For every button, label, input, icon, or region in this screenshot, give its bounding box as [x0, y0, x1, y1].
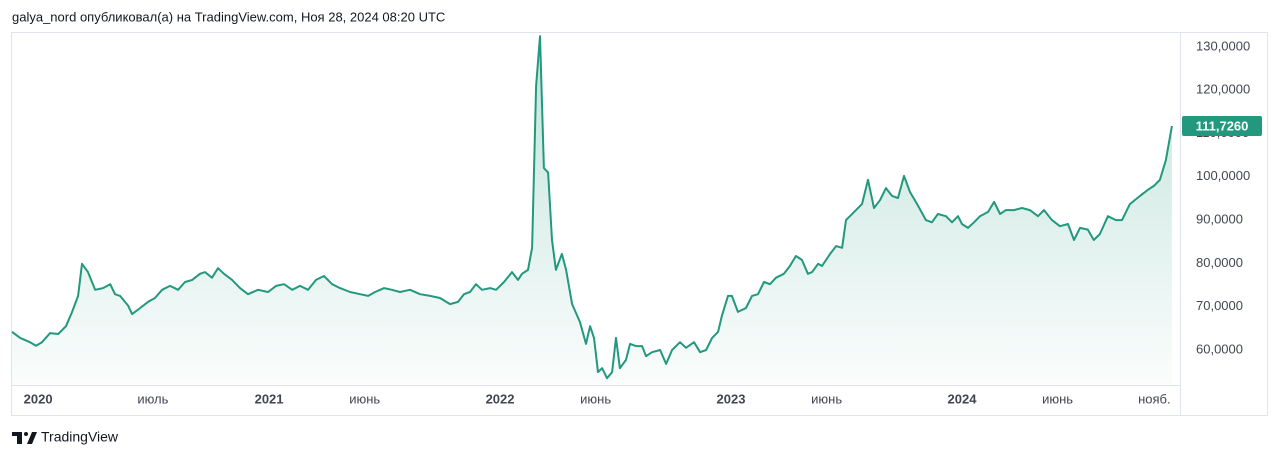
- last-price-tag: [1182, 116, 1262, 137]
- x-tick-label: июль: [137, 391, 168, 406]
- y-tick-label: 120,0000: [1196, 82, 1250, 97]
- y-tick-label: 130,0000: [1196, 38, 1250, 53]
- x-tick-label: 2021: [255, 391, 284, 406]
- plot: [11, 35, 1173, 385]
- x-tick-label: 2020: [24, 391, 53, 406]
- last-price-label: 111,7260: [1196, 118, 1249, 133]
- area-fill: [12, 36, 1172, 385]
- logo: [12, 432, 37, 444]
- y-tick-label: 80,0000: [1196, 255, 1243, 270]
- footer-brand: TradingView: [41, 429, 119, 445]
- x-tick-label: 2024: [948, 391, 978, 406]
- price-line: [11, 35, 1173, 380]
- y-tick-label: 70,0000: [1196, 298, 1243, 313]
- x-tick-label: нояб.: [1138, 391, 1171, 406]
- x-tick-label: июнь: [349, 391, 380, 406]
- chart-frame: [11, 32, 1268, 416]
- y-tick-label: 100,0000: [1196, 168, 1250, 183]
- x-tick-label: 2022: [486, 391, 515, 406]
- x-tick-label: июнь: [580, 391, 611, 406]
- x-tick-label: 2023: [717, 391, 746, 406]
- y-tick-label: 60,0000: [1196, 341, 1243, 356]
- x-tick-label: июнь: [1042, 391, 1073, 406]
- y-tick-label: 90,0000: [1196, 212, 1243, 227]
- x-tick-label: июнь: [811, 391, 842, 406]
- header: galya_nord опубликовал(а) на TradingView…: [12, 9, 445, 24]
